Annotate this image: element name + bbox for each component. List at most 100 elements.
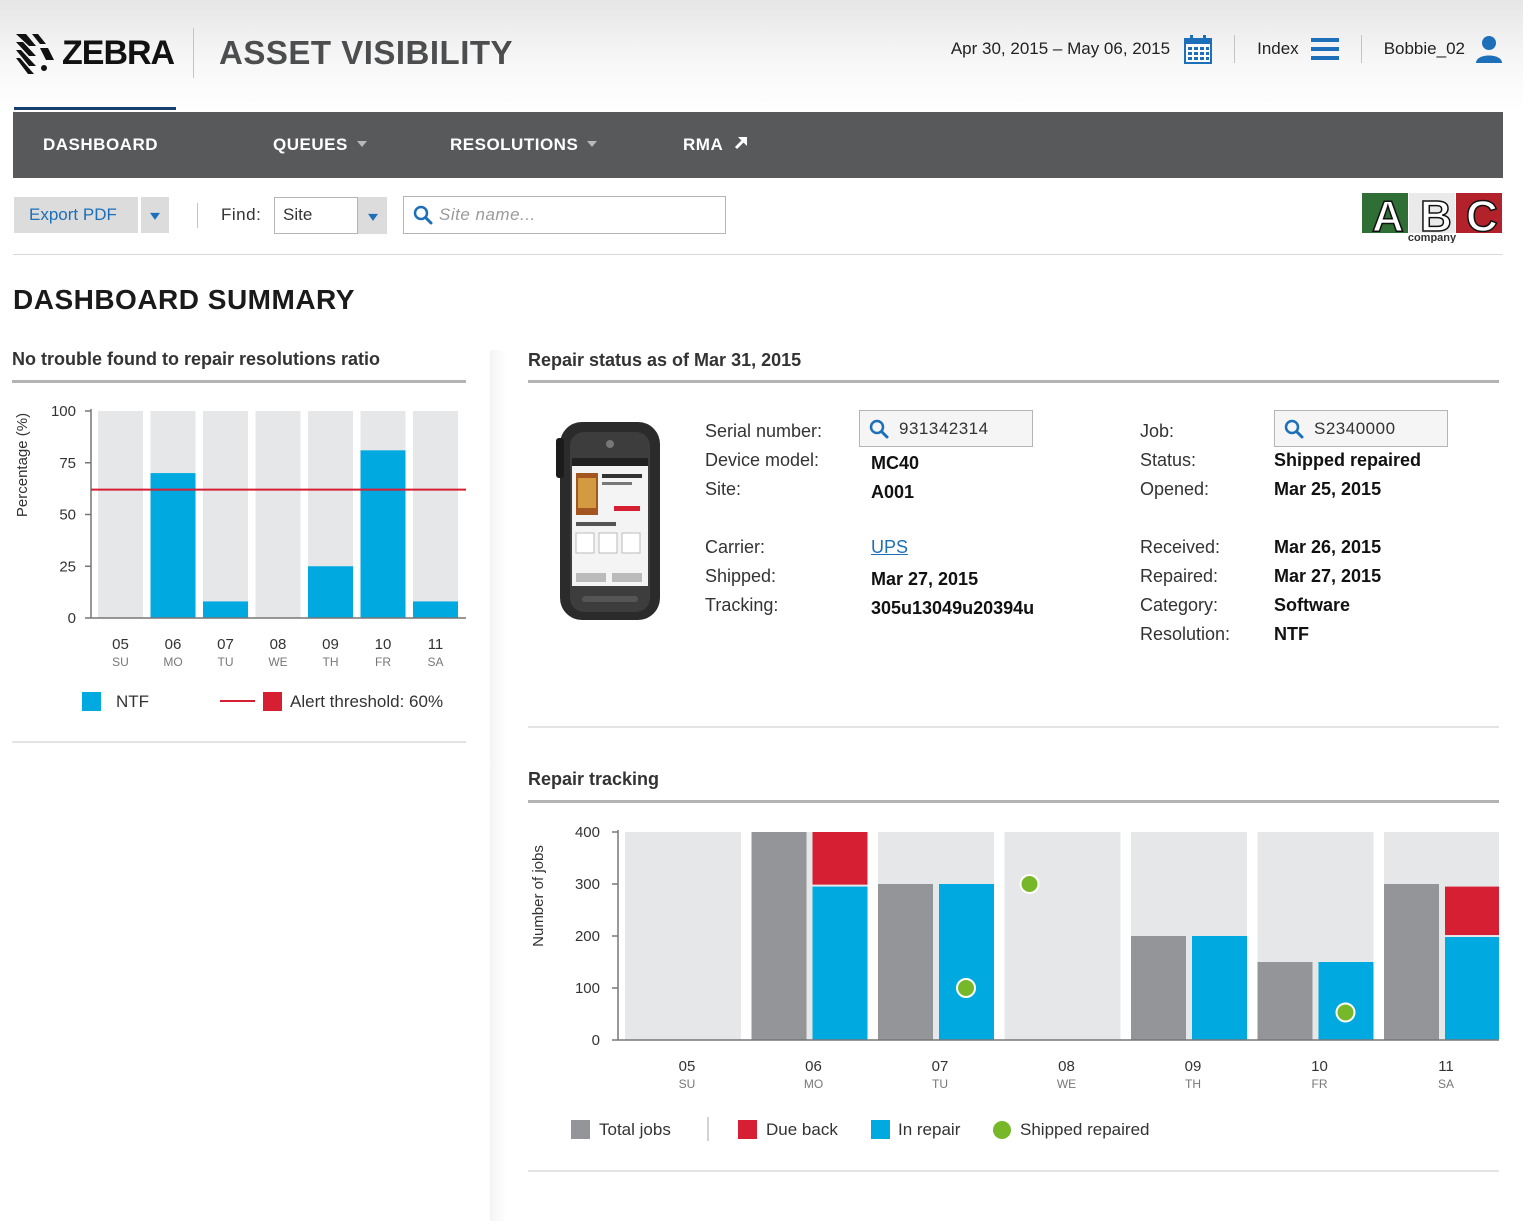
ntf-x-tick-09: 09 xyxy=(322,636,339,653)
carrier-link[interactable]: UPS xyxy=(871,537,909,557)
repaired-value: Mar 27, 2015 xyxy=(1274,566,1382,586)
repair-status-rule xyxy=(528,380,1499,383)
ntf-x-tick-11: 11 xyxy=(428,636,444,653)
repaired-label: Repaired: xyxy=(1140,566,1219,586)
brand-name: ZEBRA xyxy=(62,33,175,72)
due-back-bar-06 xyxy=(812,832,868,885)
site-search-box xyxy=(403,196,726,234)
shipped-repaired-point-10 xyxy=(1335,1002,1356,1023)
job-value: S2340000 xyxy=(1314,419,1396,438)
tracking-column-bg-08 xyxy=(1004,832,1121,1040)
caret-down-icon xyxy=(356,141,367,147)
carrier-label: Carrier: xyxy=(705,537,766,557)
ntf-column-bg-08 xyxy=(255,411,301,618)
ntf-x-day-07: TU xyxy=(218,655,234,669)
find-type-select[interactable]: Site xyxy=(274,197,358,234)
total-jobs-legend-swatch xyxy=(571,1120,590,1139)
due-back-legend-swatch xyxy=(738,1120,757,1139)
nav-resolutions[interactable]: RESOLUTIONS xyxy=(450,112,598,178)
repair-status-title: Repair status as of Mar 31, 2015 xyxy=(528,350,802,370)
ntf-y-tick-25: 25 xyxy=(59,558,76,575)
search-icon xyxy=(413,205,433,225)
tracking-y-tick-100: 100 xyxy=(575,980,600,997)
ntf-x-tick-08: 08 xyxy=(270,636,287,653)
ntf-x-day-10: FR xyxy=(375,655,391,669)
tracking-y-tick-200: 200 xyxy=(575,928,600,945)
in-repair-bar-10 xyxy=(1318,962,1374,1040)
caret-down-icon xyxy=(150,212,160,220)
zebra-logo[interactable]: ZEBRA xyxy=(12,30,175,76)
total-jobs-bar-11 xyxy=(1384,884,1439,1040)
calendar-icon[interactable] xyxy=(1184,34,1213,64)
find-label: Find: xyxy=(221,205,262,224)
site-search-input[interactable] xyxy=(439,200,719,230)
ntf-panel-bottom-rule xyxy=(12,741,466,743)
received-label: Received: xyxy=(1140,537,1221,557)
serial-number-label: Serial number: xyxy=(705,421,823,441)
alert-legend-label: Alert threshold: 60% xyxy=(290,692,443,711)
device-image xyxy=(556,422,660,620)
nav-rma[interactable]: RMA xyxy=(683,112,749,178)
menu-icon[interactable] xyxy=(1310,37,1339,61)
date-range[interactable]: Apr 30, 2015 – May 06, 2015 xyxy=(950,39,1171,58)
tracking-x-tick-09: 09 xyxy=(1185,1058,1202,1075)
ntf-legend-swatch xyxy=(82,692,101,711)
ntf-y-tick-50: 50 xyxy=(59,507,76,524)
main-nav: DASHBOARD QUEUES RESOLUTIONS RMA xyxy=(13,112,1503,178)
ntf-column-bg-07 xyxy=(203,411,248,618)
nav-queues[interactable]: QUEUES xyxy=(273,112,367,178)
ntf-bar-11 xyxy=(413,601,458,618)
ntf-x-day-11: SA xyxy=(427,655,443,669)
serial-number-field[interactable]: 931342314 xyxy=(859,410,1033,447)
tracking-x-tick-08: 08 xyxy=(1058,1058,1075,1075)
tracking-column-bg-05 xyxy=(625,832,741,1040)
ntf-x-tick-06: 06 xyxy=(165,636,182,653)
user-icon[interactable] xyxy=(1475,35,1503,63)
tracking-y-tick-400: 400 xyxy=(575,824,600,841)
ntf-bar-06 xyxy=(150,473,196,618)
tracking-label: Tracking: xyxy=(705,595,779,615)
ntf-x-day-05: SU xyxy=(112,655,129,669)
ntf-x-day-09: TH xyxy=(323,655,339,669)
tracking-y-tick-0: 0 xyxy=(592,1032,600,1049)
tracking-x-day-10: FR xyxy=(1312,1077,1328,1091)
in-repair-bar-09 xyxy=(1192,936,1247,1040)
find-type-dropdown[interactable] xyxy=(358,197,387,234)
ntf-x-tick-10: 10 xyxy=(375,636,392,653)
caret-down-icon xyxy=(367,213,378,221)
ntf-panel-title: No trouble found to repair resolutions r… xyxy=(12,349,381,369)
total-jobs-legend-label: Total jobs xyxy=(599,1120,671,1139)
header-right: Apr 30, 2015 – May 06, 2015 Index Bobbie… xyxy=(951,34,1503,64)
ntf-ratio-chart: 05 SU 06 MO 07 TU 08 WE 09 TH 10 FR 11 SA 0 25 50 75 100 Pe… xyxy=(14,403,466,711)
nav-rma-label: RMA xyxy=(683,135,723,154)
received-value: Mar 26, 2015 xyxy=(1274,537,1382,557)
ntf-column-bg-11 xyxy=(413,411,458,618)
opened-label: Opened: xyxy=(1140,479,1210,499)
export-pdf-button[interactable]: Export PDF xyxy=(14,197,138,233)
ntf-y-tick-0: 0 xyxy=(68,610,76,627)
total-jobs-bar-09 xyxy=(1131,936,1186,1040)
export-options-dropdown[interactable] xyxy=(141,197,169,233)
nav-dashboard[interactable]: DASHBOARD xyxy=(43,112,158,178)
total-jobs-bar-06 xyxy=(751,832,807,1040)
user-name[interactable]: Bobbie_02 xyxy=(1383,39,1465,58)
tracking-value: 305u13049u20394u xyxy=(871,598,1035,618)
repair-status-bottom-rule xyxy=(528,726,1499,728)
nav-queues-label: QUEUES xyxy=(273,135,348,154)
shipped-repaired-point-07 xyxy=(956,978,976,998)
tracking-y-tick-300: 300 xyxy=(575,876,600,893)
site-value: A001 xyxy=(871,482,915,502)
in-repair-bar-07 xyxy=(939,884,994,1040)
resolution-label: Resolution: xyxy=(1140,624,1231,644)
ntf-y-tick-100: 100 xyxy=(51,403,76,420)
ntf-bar-10 xyxy=(360,450,406,618)
index-link[interactable]: Index xyxy=(1257,39,1299,58)
tracking-x-day-06: MO xyxy=(804,1077,823,1091)
header-separator xyxy=(1360,35,1362,63)
ntf-y-axis-label: Percentage (%) xyxy=(14,413,31,517)
device-model-label: Device model: xyxy=(705,450,820,470)
tracking-y-axis-label: Number of jobs xyxy=(530,845,547,947)
shipped-value: Mar 27, 2015 xyxy=(871,569,979,589)
job-field[interactable]: S2340000 xyxy=(1274,410,1448,447)
search-icon xyxy=(1284,419,1304,439)
